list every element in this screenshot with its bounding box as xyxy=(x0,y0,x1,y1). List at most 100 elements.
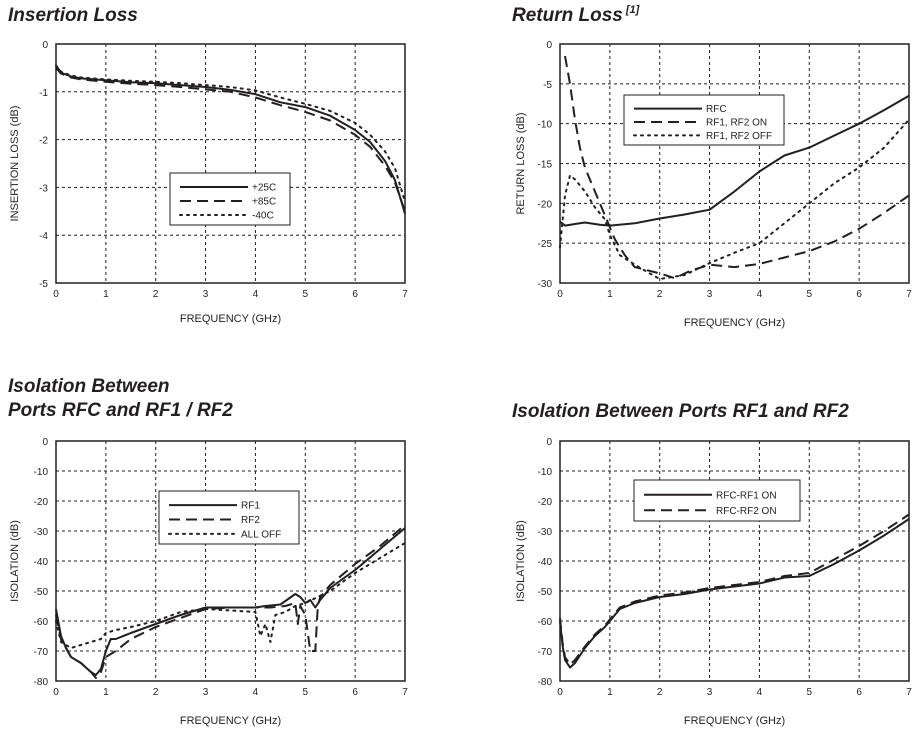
return-loss-legend-label: RFC xyxy=(706,104,727,115)
isolation-rf1-rf2-x-tick-label: 6 xyxy=(856,687,862,698)
isolation-rf1-rf2-y-tick-label: -70 xyxy=(538,647,553,658)
return-loss-y-tick-label: 0 xyxy=(546,40,552,51)
return-loss-x-axis-label: FREQUENCY (GHz) xyxy=(684,317,785,329)
insertion-loss-legend-label: +25C xyxy=(252,183,276,194)
isolation-rfc-rf-x-tick-label: 7 xyxy=(402,687,408,698)
return-loss-legend-label: RF1, RF2 OFF xyxy=(706,131,772,142)
isolation-rf1-rf2-y-tick-label: -10 xyxy=(538,467,553,478)
return-loss-series-rf1-rf2-off xyxy=(559,118,910,280)
insertion-loss-title: Insertion Loss xyxy=(8,4,138,28)
insertion-loss-x-axis-label: FREQUENCY (GHz) xyxy=(180,313,281,325)
insertion-loss-x-tick-label: 2 xyxy=(153,289,159,300)
return-loss-x-tick-label: 0 xyxy=(557,289,563,300)
isolation-rf1-rf2-y-tick-label: 0 xyxy=(546,437,552,448)
isolation-rfc-rf-legend-label: ALL OFF xyxy=(241,529,281,540)
isolation-rf1-rf2-legend-label: RFC-RF1 ON xyxy=(716,490,777,501)
return-loss-x-tick-label: 1 xyxy=(607,289,613,300)
insertion-loss-y-tick-label: -1 xyxy=(39,88,48,99)
isolation-rf1-rf2-x-tick-label: 0 xyxy=(557,687,563,698)
return-loss-y-tick-label: -10 xyxy=(538,120,553,131)
isolation-rfc-rf-y-axis-label: ISOLATION (dB) xyxy=(9,520,21,602)
insertion-loss-x-tick-label: 0 xyxy=(53,289,59,300)
insertion-loss-legend-label: -40C xyxy=(252,211,274,222)
isolation-rfc-rf-series-rf2 xyxy=(55,524,406,679)
return-loss-y-tick-label: -30 xyxy=(538,279,553,290)
insertion-loss-y-axis-label: INSERTION LOSS (dB) xyxy=(9,106,21,222)
return-loss-x-tick-label: 2 xyxy=(657,289,663,300)
isolation-rf1-rf2-x-axis-label: FREQUENCY (GHz) xyxy=(684,715,785,727)
insertion-loss-x-tick-label: 3 xyxy=(203,289,209,300)
isolation-rfc-rf-x-axis-label: FREQUENCY (GHz) xyxy=(180,715,281,727)
insertion-loss-y-tick-label: -4 xyxy=(39,231,48,242)
isolation-rfc-rf-y-tick-label: -30 xyxy=(34,527,49,538)
isolation-rfc-rf-y-tick-label: 0 xyxy=(42,437,48,448)
isolation-rfc-rf-x-tick-label: 3 xyxy=(203,687,209,698)
isolation-rfc-rf-chart: 0 1 2 3 4 5 6 7 0 -10 -20 -30 -40 -50 -60 -70 -80 FREQUEN… xyxy=(9,437,408,727)
return-loss-y-tick-label: -5 xyxy=(543,80,552,91)
return-loss-series-rf1-rf2-on xyxy=(564,55,910,280)
return-loss-title: Return Loss [1] xyxy=(512,4,639,30)
return-loss-legend-label: RF1, RF2 ON xyxy=(706,118,767,129)
isolation-rf1-rf2-y-axis-label: ISOLATION (dB) xyxy=(515,520,527,602)
isolation-rf1-rf2-x-tick-label: 3 xyxy=(707,687,713,698)
isolation-rfc-rf-x-tick-label: 1 xyxy=(103,687,109,698)
return-loss-series-rfc xyxy=(559,94,910,227)
isolation-rfc-rf-y-tick-label: -40 xyxy=(34,557,49,568)
return-loss-x-tick-label: 6 xyxy=(856,289,862,300)
isolation-rf1-rf2-x-tick-label: 2 xyxy=(657,687,663,698)
isolation-rfc-rf-legend-label: RF1 xyxy=(241,501,260,512)
return-loss-x-tick-label: 7 xyxy=(906,289,912,300)
return-loss-title-text: Return Loss xyxy=(512,5,623,26)
isolation-rf1-rf2-chart: 0 1 2 3 4 5 6 7 0 -10 -20 -30 -40 -50 -60 -70 -80 FREQUEN… xyxy=(515,437,912,727)
isolation-rfc-rf-x-tick-label: 5 xyxy=(303,687,309,698)
isolation-rfc-rf-y-tick-label: -80 xyxy=(34,677,49,688)
insertion-loss-series-85c xyxy=(55,67,406,212)
isolation-rfc-rf-y-tick-label: -50 xyxy=(34,587,49,598)
isolation-rfc-rf-series-all-off xyxy=(55,542,406,649)
return-loss-plot-frame xyxy=(559,43,910,284)
insertion-loss-x-tick-label: 6 xyxy=(352,289,358,300)
isolation-rf1-rf2-x-tick-label: 4 xyxy=(757,687,763,698)
insertion-loss-x-tick-label: 1 xyxy=(103,289,109,300)
return-loss-y-tick-label: -20 xyxy=(538,199,553,210)
insertion-loss-y-tick-label: 0 xyxy=(42,40,48,51)
insertion-loss-title-text: Insertion Loss xyxy=(8,5,138,26)
isolation-rfc-rf-y-tick-label: -70 xyxy=(34,647,49,658)
isolation-rf1-rf2-plot-frame xyxy=(559,440,910,682)
isolation-rfc-title-line1: Isolation Between xyxy=(8,376,170,397)
isolation-rf1-rf2-x-tick-label: 1 xyxy=(607,687,613,698)
return-loss-x-tick-label: 3 xyxy=(707,289,713,300)
isolation-rf1-rf2-y-tick-label: -30 xyxy=(538,527,553,538)
isolation-rfc-rf-y-tick-label: -10 xyxy=(34,467,49,478)
isolation-rf1-rf2-y-tick-label: -80 xyxy=(538,677,553,688)
isolation-rfc-rf-series-rf1 xyxy=(55,527,406,676)
return-loss-y-tick-label: -25 xyxy=(538,239,553,250)
isolation-rf1-rf2-x-tick-label: 7 xyxy=(906,687,912,698)
return-loss-x-tick-label: 5 xyxy=(807,289,813,300)
isolation-rfc-rf-y-tick-label: -20 xyxy=(34,497,49,508)
insertion-loss-legend-label: +85C xyxy=(252,197,276,208)
isolation-rf1-rf2-y-tick-label: -40 xyxy=(538,557,553,568)
insertion-loss-y-tick-label: -3 xyxy=(39,183,48,194)
return-loss-chart: 0 1 2 3 4 5 6 7 0 -5 -10 -15 -20 -25 -30 FREQUENCY (GHz… xyxy=(515,40,912,329)
return-loss-legend-box xyxy=(623,94,785,146)
isolation-rfc-rf-plot-frame xyxy=(55,440,406,682)
isolation-rf1-rf2-title-text: Isolation Between Ports RF1 and RF2 xyxy=(512,401,849,422)
isolation-rfc-title: Isolation Between Ports RFC and RF1 / RF… xyxy=(8,375,233,423)
isolation-rfc-rf-x-tick-label: 2 xyxy=(153,687,159,698)
insertion-loss-x-tick-label: 4 xyxy=(253,289,259,300)
isolation-rfc-rf-x-tick-label: 4 xyxy=(253,687,259,698)
isolation-rf1-rf2-y-tick-label: -60 xyxy=(538,617,553,628)
isolation-rfc-title-line2: Ports RFC and RF1 / RF2 xyxy=(8,400,233,421)
insertion-loss-chart: 0 1 2 3 4 5 6 7 0 -1 -2 -3 -4 -5 FREQUENCY (GHz) INSERT… xyxy=(9,40,408,325)
isolation-rf1-rf2-x-tick-label: 5 xyxy=(807,687,813,698)
isolation-rf1-rf2-y-tick-label: -50 xyxy=(538,587,553,598)
return-loss-footnote-mark: [1] xyxy=(625,4,640,16)
return-loss-y-axis-label: RETURN LOSS (dB) xyxy=(515,112,527,214)
return-loss-y-tick-label: -15 xyxy=(538,160,553,171)
isolation-rf1-rf2-title: Isolation Between Ports RF1 and RF2 xyxy=(512,400,849,424)
isolation-rf1-rf2-legend-box xyxy=(633,479,801,522)
isolation-rfc-rf-x-tick-label: 0 xyxy=(53,687,59,698)
isolation-rfc-rf-y-tick-label: -60 xyxy=(34,617,49,628)
